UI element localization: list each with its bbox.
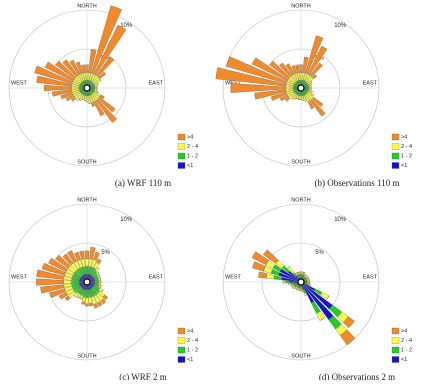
legend-swatch [178, 153, 185, 159]
legend-swatch [392, 357, 399, 363]
legend-swatch [178, 144, 185, 150]
direction-label: WEST [11, 80, 28, 86]
legend-label: >4 [401, 135, 407, 141]
legend-swatch [392, 347, 399, 353]
wedge [86, 96, 88, 102]
direction-label: NORTH [77, 3, 96, 9]
wedge [309, 87, 311, 88]
legend-label: <1 [187, 163, 193, 169]
legend-label: 1 - 2 [401, 154, 412, 160]
legend-swatch [392, 338, 399, 344]
wedge [258, 272, 267, 279]
wedge [82, 302, 85, 305]
legend-swatch [392, 153, 399, 159]
wedge [85, 65, 88, 73]
legend-label: 1 - 2 [187, 348, 198, 354]
wedge [300, 288, 301, 290]
legend-label: >4 [187, 135, 193, 141]
center [298, 279, 304, 285]
wedge [300, 72, 302, 80]
legend-swatch [178, 163, 185, 169]
direction-label: SOUTH [77, 159, 96, 165]
wedge [86, 290, 88, 298]
wedge [95, 281, 99, 283]
wedge [89, 303, 92, 306]
wedge [86, 298, 89, 304]
wedge [300, 96, 302, 100]
ring-label: 10% [334, 217, 347, 223]
wedge [300, 272, 301, 274]
center [84, 279, 90, 285]
direction-label: WEST [11, 274, 28, 280]
wedge [85, 259, 88, 267]
legend-label: <1 [401, 357, 407, 363]
wedge [71, 281, 79, 283]
legend-label: <1 [187, 357, 193, 363]
ring-label: 10% [120, 217, 133, 223]
wedge [307, 281, 309, 282]
legend-swatch [178, 338, 185, 344]
wedge [285, 87, 293, 89]
direction-label: EAST [149, 80, 164, 86]
wedge [86, 72, 88, 80]
legend-swatch [178, 134, 185, 140]
direction-label: SOUTH [77, 353, 96, 359]
legend-swatch [392, 328, 399, 334]
wedge [85, 304, 88, 306]
wedge [86, 266, 88, 274]
legend-swatch [178, 328, 185, 334]
wedge [64, 280, 72, 283]
direction-label: NORTH [291, 197, 310, 203]
legend-label: >4 [401, 329, 407, 335]
wedge [299, 65, 302, 73]
direction-label: EAST [363, 274, 378, 280]
wedge [266, 274, 274, 279]
legend-label: 2 - 4 [401, 144, 412, 150]
legend-label: 2 - 4 [187, 144, 198, 150]
caption: (b) Observations 110 m [315, 178, 400, 188]
wedge [80, 251, 85, 259]
caption: (d) Observations 2 m [319, 372, 395, 380]
legend-swatch [392, 144, 399, 150]
legend-label: 2 - 4 [187, 338, 198, 344]
wedge [82, 297, 85, 302]
center [84, 85, 90, 91]
legend-swatch [178, 357, 185, 363]
ring-label: 5% [315, 250, 324, 256]
direction-label: SOUTH [291, 353, 310, 359]
direction-label: WEST [225, 274, 242, 280]
direction-label: NORTH [77, 197, 96, 203]
ring-label: 5% [101, 250, 110, 256]
legend-label: <1 [401, 163, 407, 169]
direction-label: NORTH [291, 3, 310, 9]
legend-label: 2 - 4 [401, 338, 412, 344]
legend-swatch [392, 134, 399, 140]
wedge [289, 283, 292, 285]
direction-label: SOUTH [291, 159, 310, 165]
direction-label: EAST [149, 274, 164, 280]
legend-swatch [392, 163, 399, 169]
wedge [99, 281, 101, 283]
direction-label: EAST [363, 80, 378, 86]
wedge [285, 281, 289, 283]
ring-label: 10% [334, 23, 347, 29]
legend-swatch [178, 347, 185, 353]
wedge [85, 251, 89, 259]
wedge [71, 87, 79, 89]
legend-label: 1 - 2 [187, 154, 198, 160]
wedge [283, 281, 285, 283]
center [298, 85, 304, 91]
wedge [95, 87, 97, 88]
wedge [94, 303, 99, 308]
legend-label: 1 - 2 [401, 348, 412, 354]
wedge [36, 279, 63, 286]
legend-label: >4 [187, 329, 193, 335]
caption: (a) WRF 110 m [115, 178, 171, 188]
caption: (c) WRF 2 m [119, 372, 167, 380]
